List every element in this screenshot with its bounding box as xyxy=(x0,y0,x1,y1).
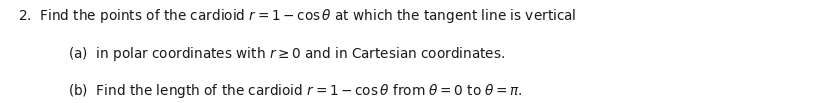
Text: 2.  Find the points of the cardioid $r = 1 - \cos\theta$ at which the tangent li: 2. Find the points of the cardioid $r = … xyxy=(18,7,577,25)
Text: (a)  in polar coordinates with $r \geq 0$ and in Cartesian coordinates.: (a) in polar coordinates with $r \geq 0$… xyxy=(68,45,505,63)
Text: (b)  Find the length of the cardioid $r = 1 - \cos\theta$ from $\theta = 0$ to $: (b) Find the length of the cardioid $r =… xyxy=(68,82,523,100)
